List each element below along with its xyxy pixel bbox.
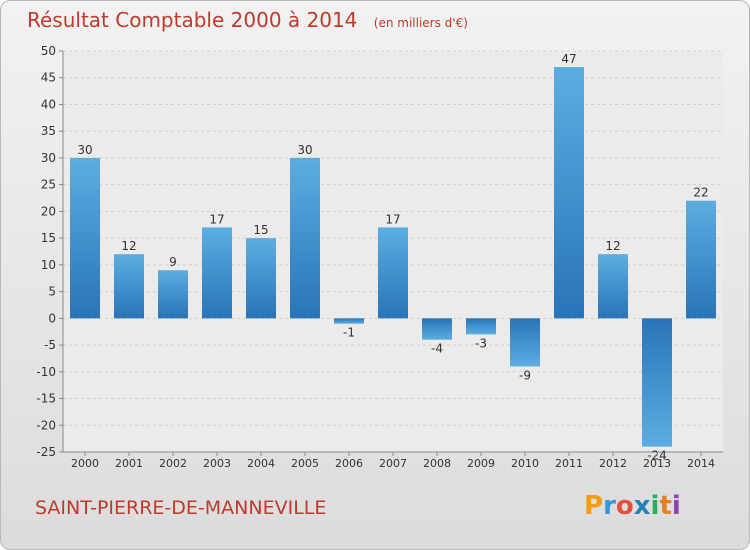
x-tick-label: 2005: [291, 457, 319, 470]
data-label: 12: [121, 239, 136, 253]
y-tick-label: -15: [36, 392, 56, 406]
y-tick-label: 30: [41, 151, 56, 165]
x-tick-label: 2003: [203, 457, 231, 470]
bar-2011: [554, 67, 584, 319]
bar-2010: [510, 318, 540, 367]
bar-2000: [70, 157, 100, 319]
x-tick-label: 2014: [687, 457, 715, 470]
x-tick-label: 2006: [335, 457, 363, 470]
y-tick-label: -5: [44, 338, 56, 352]
bar-2006: [334, 318, 364, 324]
data-label: -3: [475, 336, 487, 350]
bar-2013: [642, 318, 672, 447]
chart-title-block: Résultat Comptable 2000 à 2014 (en milli…: [27, 8, 468, 32]
x-tick-label: 2012: [599, 457, 627, 470]
data-label: 15: [253, 223, 268, 237]
data-label: 47: [561, 52, 576, 66]
bar-2007: [378, 227, 408, 319]
data-label: -9: [519, 368, 531, 382]
y-tick-label: 35: [41, 124, 56, 138]
commune-name: SAINT-PIERRE-DE-MANNEVILLE: [35, 497, 327, 519]
x-tick-label: 2007: [379, 457, 407, 470]
data-label: 30: [297, 143, 312, 157]
y-tick-label: -20: [36, 418, 56, 432]
data-label: 22: [693, 186, 708, 200]
y-tick-label: 0: [48, 311, 56, 325]
x-tick-label: 2002: [159, 457, 187, 470]
bar-2005: [290, 157, 320, 319]
data-label: 17: [209, 212, 224, 226]
y-tick-label: -10: [36, 365, 56, 379]
x-tick-label: 2009: [467, 457, 495, 470]
x-tick-label: 2013: [643, 457, 671, 470]
x-tick-label: 2001: [115, 457, 143, 470]
y-tick-label: 50: [41, 44, 56, 58]
x-tick-label: 2011: [555, 457, 583, 470]
bar-2002: [158, 270, 188, 319]
data-label: -1: [343, 326, 355, 340]
x-tick-label: 2010: [511, 457, 539, 470]
bar-2012: [598, 254, 628, 319]
data-label: -4: [431, 342, 443, 356]
y-tick-label: 45: [41, 71, 56, 85]
y-tick-label: 20: [41, 204, 56, 218]
bar-2004: [246, 238, 276, 319]
y-tick-label: -25: [36, 445, 56, 459]
data-label: 12: [605, 239, 620, 253]
x-tick-label: 2008: [423, 457, 451, 470]
chart-title: Résultat Comptable 2000 à 2014: [27, 8, 358, 32]
data-label: 9: [169, 255, 177, 269]
bar-2003: [202, 227, 232, 319]
bar-2009: [466, 318, 496, 335]
x-tick-label: 2000: [71, 457, 99, 470]
bar-2014: [686, 200, 716, 319]
bar-2001: [114, 254, 144, 319]
bar-2008: [422, 318, 452, 340]
y-tick-label: 40: [41, 97, 56, 111]
y-tick-label: 10: [41, 258, 56, 272]
y-tick-label: 25: [41, 178, 56, 192]
data-label: 30: [77, 143, 92, 157]
data-label: 17: [385, 212, 400, 226]
chart-subtitle: (en milliers d'€): [373, 16, 468, 30]
y-tick-label: 5: [48, 285, 56, 299]
y-tick-label: 15: [41, 231, 56, 245]
x-tick-label: 2004: [247, 457, 275, 470]
proxiti-logo: Proxiti: [584, 491, 681, 521]
